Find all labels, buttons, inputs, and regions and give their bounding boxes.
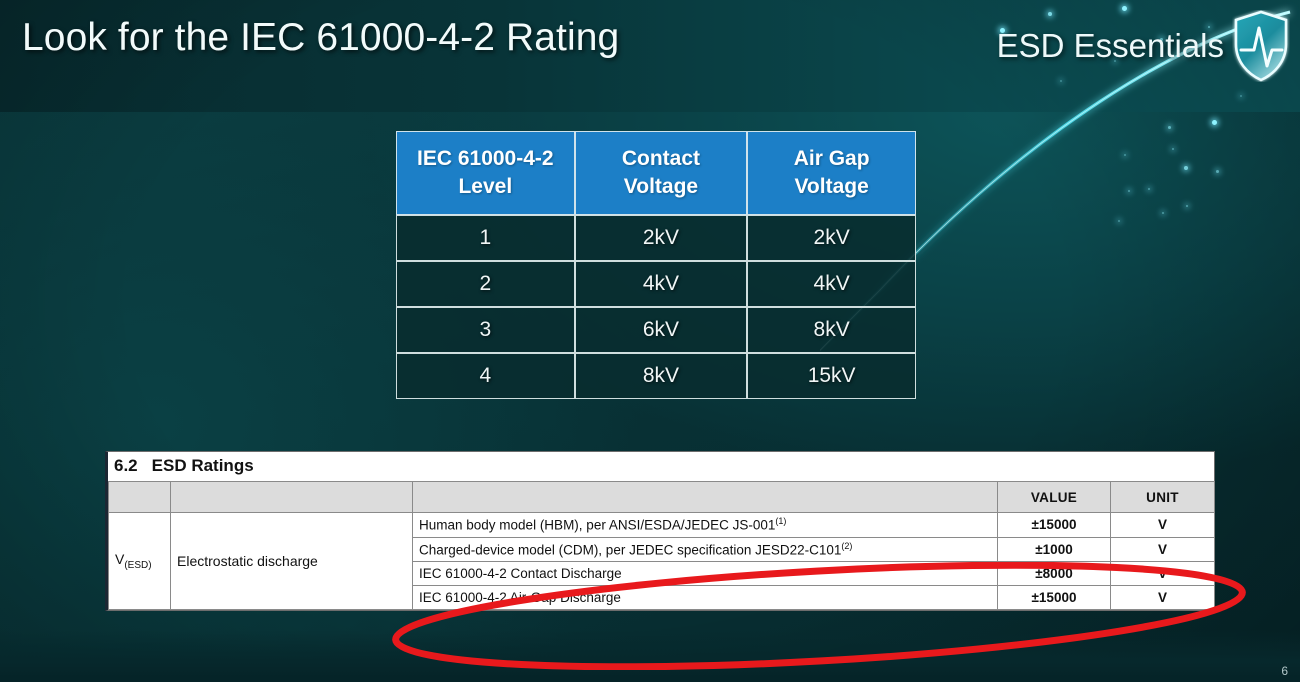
iec-level-table: IEC 61000-4-2 Level Contact Voltage Air … [396,131,916,400]
table-row: V(ESD) Electrostatic discharge Human bod… [108,512,1215,610]
datasheet-excerpt: 6.2 ESD Ratings VALUE UNIT V(ESD) [105,451,1215,611]
sparkle-particle [1208,26,1210,28]
esd-table-header-row: VALUE UNIT [108,481,1215,513]
shield-pulse-icon [1234,10,1288,82]
sparkle-particle [1212,120,1217,125]
airgap-voltage-cell: 8kV [747,307,916,354]
value-column-header: VALUE [997,481,1111,513]
blank-header-parameter [170,481,413,513]
sparkle-particle [1160,38,1163,41]
sparkle-particle [1216,170,1219,173]
value-cell: ±8000 [997,561,1111,586]
brand-title: ESD Essentials [996,27,1224,64]
contact-voltage-cell: 4kV [574,261,748,308]
esd-ratings-table: VALUE UNIT V(ESD) Electrostatic discharg… [108,481,1215,610]
table-row: 3 6kV 8kV [396,307,916,354]
sparkle-particle [1184,166,1188,170]
sparkle-particle [1148,188,1150,190]
level-table-col-header-level: IEC 61000-4-2 Level [396,131,575,216]
sparkle-particle [1162,212,1164,214]
footnote-marker: (1) [775,516,787,526]
level-cell: 2 [396,261,575,308]
description-cell: Human body model (HBM), per ANSI/ESDA/JE… [412,512,998,538]
background-top-band [0,0,1300,112]
level-cell: 3 [396,307,575,354]
contact-voltage-cell: 2kV [574,215,748,262]
sparkle-particle [1000,28,1005,33]
decorative-swoosh-arc [820,10,1291,353]
sparkle-particle [1118,220,1120,222]
parameter-cell: Electrostatic discharge [170,512,413,610]
blank-header-description [412,481,998,513]
unit-cell: V [1110,585,1215,610]
sparkle-particle [1186,205,1188,207]
datasheet-section-heading: 6.2 ESD Ratings [108,452,1214,481]
sparkle-particle [1240,95,1242,97]
level-cell: 1 [396,215,575,262]
blank-header-symbol [108,481,171,513]
brand-lockup: ESD Essentials [997,10,1290,82]
contact-voltage-cell: 6kV [574,307,748,354]
sparkle-particle [1048,12,1052,16]
section-title: ESD Ratings [151,456,254,475]
airgap-voltage-cell: 2kV [747,215,916,262]
unit-cell: V [1110,536,1215,562]
contact-voltage-cell: 8kV [574,353,748,400]
sparkle-particle [1128,190,1130,192]
value-cell: ±15000 [997,512,1111,538]
description-cell: IEC 61000-4-2 Air-Gap Discharge [412,585,998,610]
unit-cell: V [1110,512,1215,538]
background-bottom-band [0,630,1300,682]
airgap-voltage-cell: 15kV [747,353,916,400]
sparkle-particle [1172,148,1174,150]
description-cell: IEC 61000-4-2 Contact Discharge [412,561,998,586]
table-row: 2 4kV 4kV [396,261,916,308]
level-table-col-header-contact: Contact Voltage [574,131,748,216]
unit-column-header: UNIT [1110,481,1215,513]
level-cell: 4 [396,353,575,400]
value-cell: ±1000 [997,536,1111,562]
page-title: Look for the IEC 61000-4-2 Rating [22,16,620,59]
sparkle-particle [1114,60,1116,62]
sparkle-particle [1168,126,1171,129]
table-row: 4 8kV 15kV [396,353,916,400]
value-cell: ±15000 [997,585,1111,610]
section-number: 6.2 [114,456,138,475]
sparkle-particle [1060,80,1062,82]
table-row: 1 2kV 2kV [396,215,916,262]
page-number: 6 [1281,664,1288,678]
airgap-voltage-cell: 4kV [747,261,916,308]
description-cell: Charged-device model (CDM), per JEDEC sp… [412,536,998,562]
level-table-header-row: IEC 61000-4-2 Level Contact Voltage Air … [396,131,916,216]
level-table-col-header-airgap: Air Gap Voltage [747,131,916,216]
unit-cell: V [1110,561,1215,586]
footnote-marker: (2) [841,540,853,551]
symbol-subscript: (ESD) [124,559,152,571]
sparkle-particle [1124,154,1126,156]
sparkle-particle [1122,6,1127,11]
symbol-cell: V(ESD) [108,512,171,610]
